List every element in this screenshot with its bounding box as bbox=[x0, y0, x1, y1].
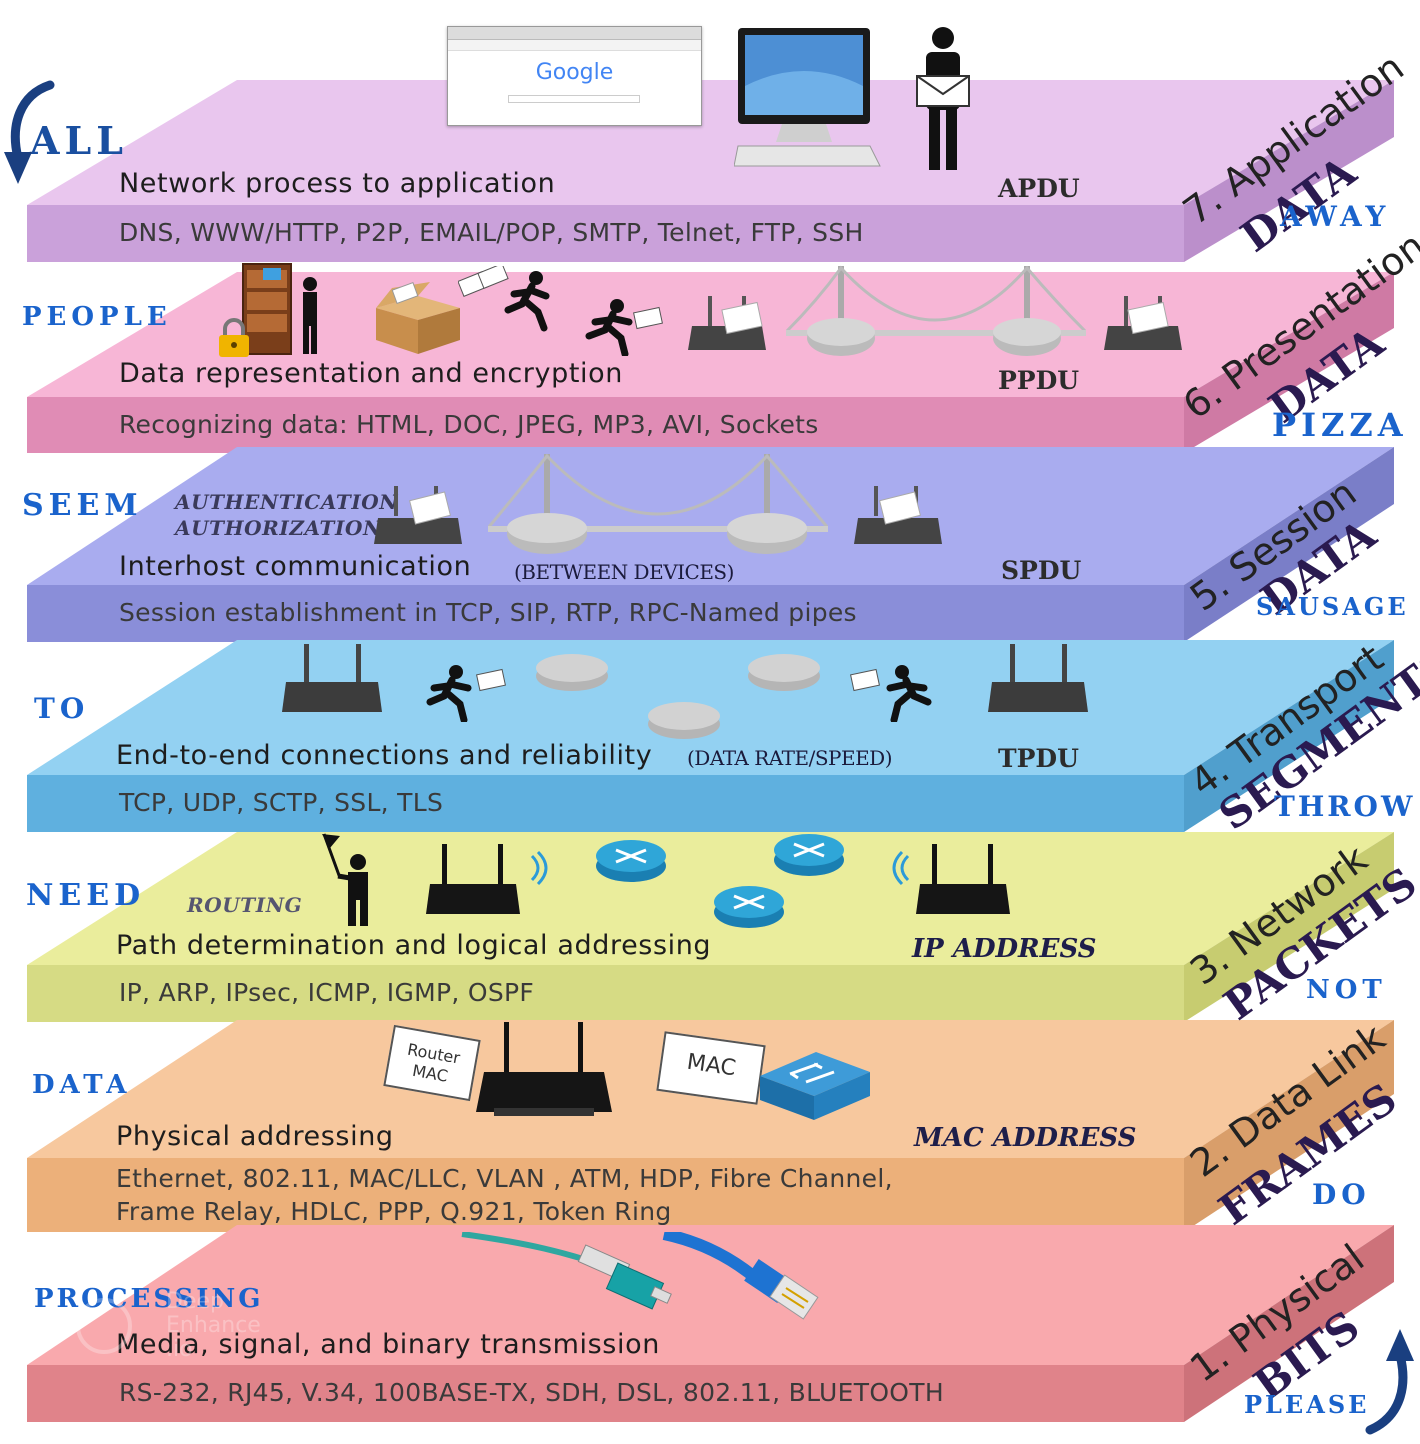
layer-7-protocols: DNS, WWW/HTTP, P2P, EMAIL/POP, SMTP, Tel… bbox=[119, 218, 864, 247]
layer-5-pdu: SPDU bbox=[1001, 556, 1082, 585]
running-courier-icon bbox=[458, 266, 550, 332]
arrow-up-icon bbox=[1365, 1329, 1414, 1435]
router-icon bbox=[426, 844, 520, 914]
layer-3-slab bbox=[27, 832, 1394, 1022]
watermark-line2: Enhance bbox=[166, 1313, 261, 1338]
layer-5-protocols: Session establishment in TCP, SIP, RTP, … bbox=[119, 598, 857, 627]
watermark-line3: .io bbox=[166, 1337, 193, 1362]
layer-4-description: End-to-end connections and reliability bbox=[116, 740, 653, 771]
bridge-icon bbox=[488, 453, 828, 554]
router-icon bbox=[688, 296, 766, 350]
layer-1-protocols: RS-232, RJ45, V.34, 100BASE-TX, SDH, DSL… bbox=[119, 1378, 944, 1407]
mnemonic-right-4: NOT bbox=[1306, 975, 1387, 1005]
mnemonic-right-1: PIZZA bbox=[1272, 406, 1408, 444]
ethernet-cable-icon bbox=[662, 1232, 819, 1320]
google-logo: Google bbox=[535, 60, 614, 85]
layer-5-description: Interhost communication bbox=[119, 551, 472, 582]
mnemonic-right-2: SAUSAGE bbox=[1256, 592, 1409, 621]
router-icon bbox=[916, 844, 1010, 914]
router-icon bbox=[536, 654, 608, 691]
mnemonic-right-3: THROW bbox=[1274, 790, 1416, 823]
mnemonic-left-4: NEED bbox=[26, 878, 146, 913]
running-courier-icon bbox=[426, 665, 506, 722]
bookshelf-person-icon bbox=[242, 263, 317, 355]
router-icon bbox=[374, 486, 462, 544]
layer-6-pdu: PPDU bbox=[998, 366, 1080, 395]
layer-7-description: Network process to application bbox=[119, 168, 556, 199]
watermark-icon: Deep Enhance .io bbox=[74, 1290, 284, 1370]
router-icon bbox=[748, 654, 820, 691]
layer-3-description: Path determination and logical addressin… bbox=[116, 930, 712, 961]
router-icon bbox=[282, 644, 382, 712]
router-icon bbox=[854, 486, 942, 544]
layer-7-slab bbox=[27, 80, 1394, 262]
layer-1-slab bbox=[27, 1225, 1394, 1422]
flag-person-icon bbox=[322, 833, 368, 926]
mnemonic-left-2: SEEM bbox=[22, 488, 143, 523]
arrow-down-icon bbox=[4, 80, 55, 184]
mnemonic-right-6: PLEASE bbox=[1244, 1390, 1370, 1419]
layer-2-pdu: MAC ADDRESS bbox=[914, 1123, 1137, 1153]
note-data-rate: (DATA RATE/SPEED) bbox=[687, 746, 893, 770]
layer-4-protocols: TCP, UDP, SCTP, SSL, TLS bbox=[119, 788, 444, 817]
router-icon bbox=[476, 1022, 612, 1116]
switch-icon bbox=[760, 1052, 870, 1120]
person-with-envelope-icon bbox=[916, 27, 970, 170]
mnemonic-left-6: PROCESSING bbox=[34, 1284, 264, 1314]
padlock-icon bbox=[219, 318, 249, 357]
layer-6-protocols: Recognizing data: HTML, DOC, JPEG, MP3, … bbox=[119, 410, 819, 439]
layer-4-pdu: TPDU bbox=[998, 744, 1079, 773]
mnemonic-left-3: TO bbox=[34, 692, 90, 725]
running-courier-icon bbox=[585, 299, 663, 356]
note-authentication: AUTHENTICATION bbox=[175, 490, 399, 514]
layer-3-pdu: IP ADDRESS bbox=[912, 934, 1097, 964]
router-icon bbox=[988, 644, 1088, 712]
layer-2-protocols-line2: Frame Relay, HDLC, PPP, Q.921, Token Rin… bbox=[116, 1197, 672, 1226]
browser-window-icon: Google bbox=[447, 26, 702, 126]
layer-7-pdu: APDU bbox=[998, 174, 1080, 203]
watermark-line1: Deep bbox=[166, 1289, 224, 1314]
wifi-signal-icon bbox=[530, 850, 548, 886]
mnemonic-right-5: DO bbox=[1312, 1178, 1371, 1211]
fiber-cable-icon bbox=[461, 1232, 672, 1310]
note-between-devices: (BETWEEN DEVICES) bbox=[514, 560, 734, 584]
running-courier-icon bbox=[850, 665, 932, 722]
router-icon bbox=[714, 886, 784, 928]
note-authorization: AUTHORIZATION bbox=[175, 516, 382, 540]
layer-2-description: Physical addressing bbox=[116, 1121, 394, 1152]
note-routing: ROUTING bbox=[187, 893, 303, 917]
desktop-computer-icon bbox=[734, 28, 881, 167]
wifi-signal-icon bbox=[892, 850, 910, 886]
cardboard-box-icon bbox=[376, 282, 460, 354]
layer-5-slab bbox=[27, 447, 1394, 642]
layer-1-description: Media, signal, and binary transmission bbox=[116, 1329, 660, 1360]
mnemonic-left-1: PEOPLE bbox=[22, 302, 172, 332]
router-icon bbox=[648, 702, 720, 739]
layer-6-description: Data representation and encryption bbox=[119, 358, 623, 389]
router-icon bbox=[596, 840, 666, 882]
mnemonic-left-5: DATA bbox=[32, 1070, 132, 1100]
router-icon bbox=[1104, 296, 1182, 350]
mnemonic-left-0: ALL bbox=[30, 118, 128, 163]
router-icon bbox=[774, 834, 844, 876]
layer-2-protocols-line1: Ethernet, 802.11, MAC/LLC, VLAN , ATM, H… bbox=[116, 1164, 893, 1193]
layer-3-protocols: IP, ARP, IPsec, ICMP, IGMP, OSPF bbox=[119, 978, 535, 1007]
bridge-icon bbox=[786, 265, 1086, 356]
mnemonic-right-0: AWAY bbox=[1280, 200, 1391, 233]
